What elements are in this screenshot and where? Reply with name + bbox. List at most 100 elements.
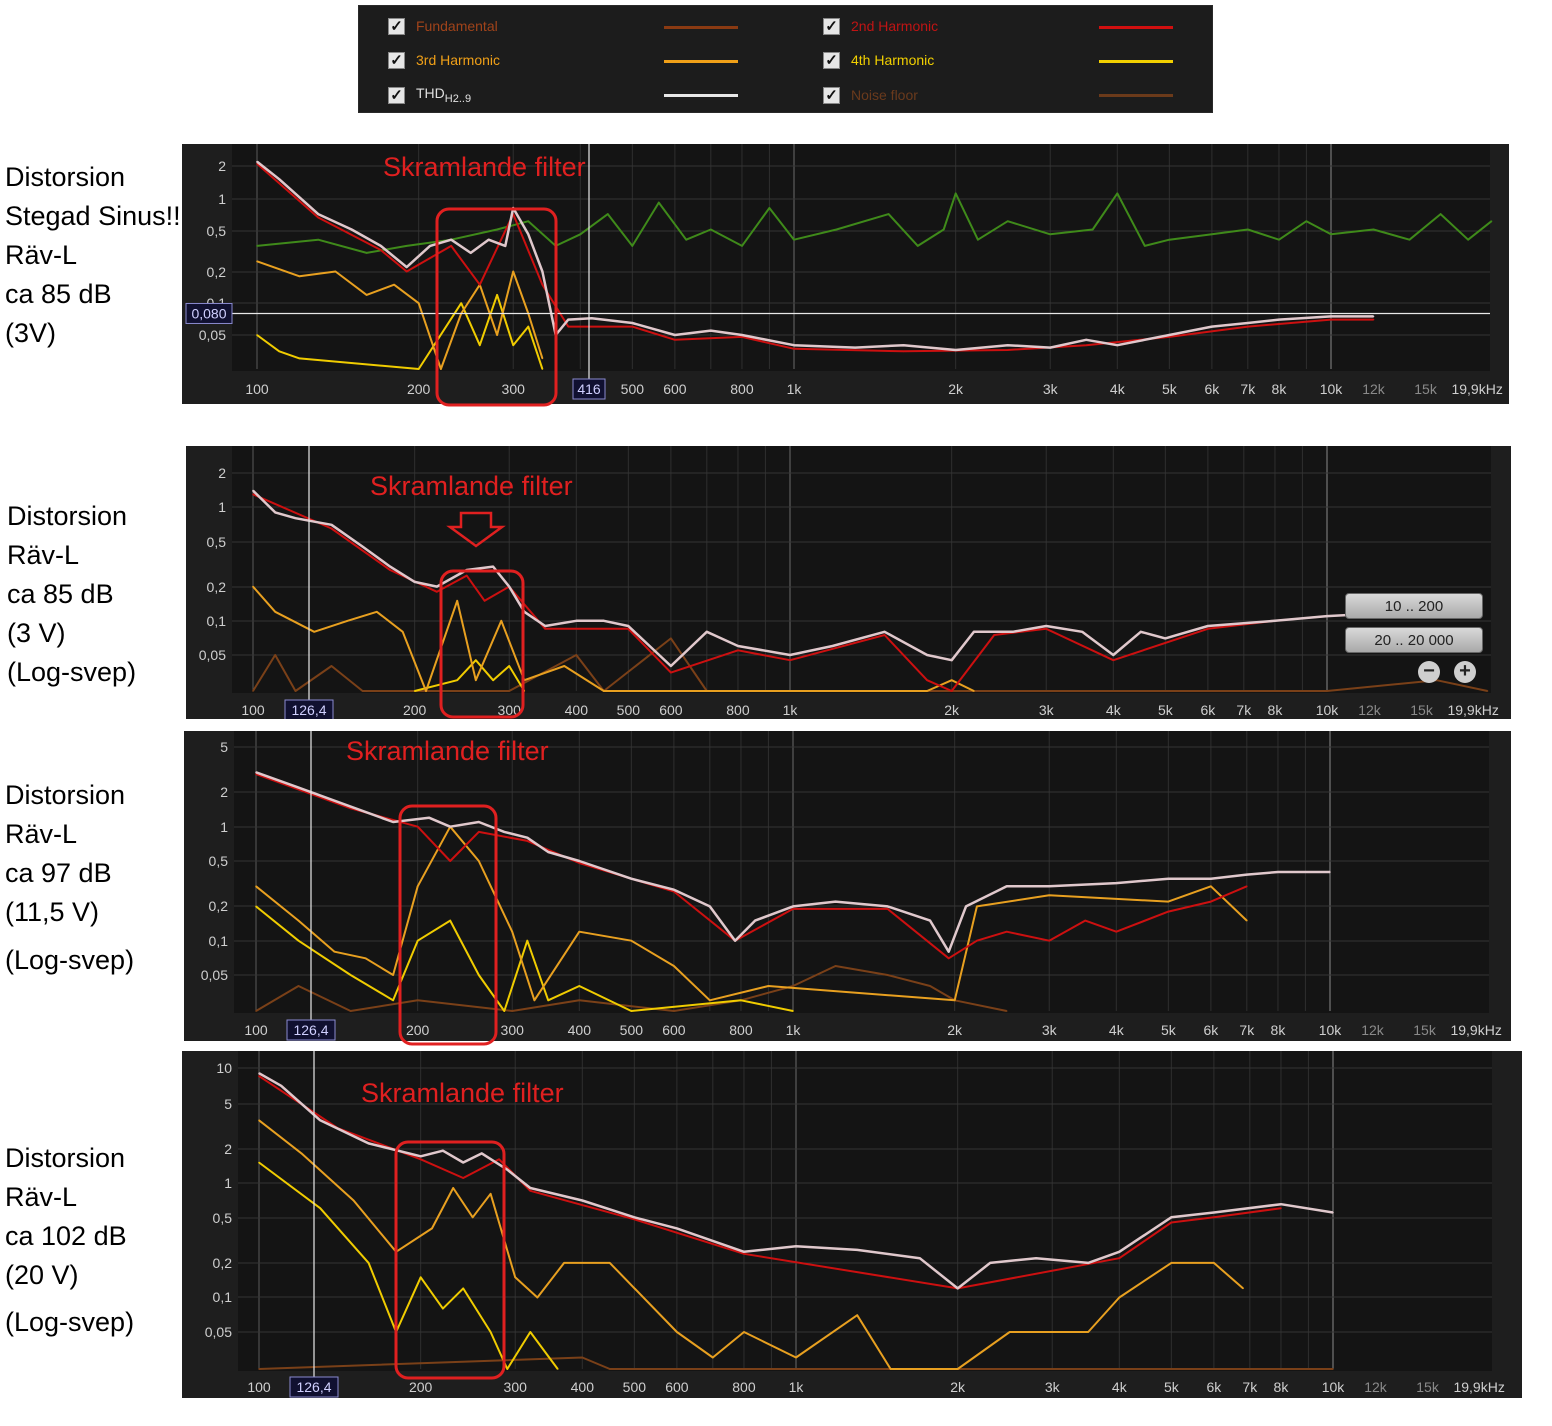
data-point xyxy=(792,985,794,987)
data-point xyxy=(413,690,416,692)
data-point xyxy=(1246,885,1248,888)
data-point xyxy=(278,178,281,180)
y-tick-label: 1 xyxy=(220,819,228,835)
y-tick-label: 0,05 xyxy=(201,967,228,983)
legend-item-fundamental[interactable]: ✓ Fundamental xyxy=(388,13,498,39)
data-point xyxy=(1439,213,1442,215)
data-point xyxy=(361,690,364,692)
data-point xyxy=(449,919,452,922)
checkbox-icon[interactable]: ✓ xyxy=(823,51,840,69)
x-tick-label: 2k xyxy=(950,1379,966,1395)
data-point xyxy=(710,228,712,231)
y-tick-label: 0,2 xyxy=(213,1255,233,1271)
x-tick-label: 400 xyxy=(565,702,589,718)
zoom-in-icon[interactable]: + xyxy=(1454,661,1476,683)
data-point xyxy=(258,1161,260,1164)
data-point xyxy=(475,659,477,661)
data-point xyxy=(563,665,566,667)
data-point xyxy=(544,625,546,627)
data-point xyxy=(478,821,480,823)
data-point xyxy=(367,1262,370,1264)
data-point xyxy=(333,950,336,953)
data-point xyxy=(926,654,928,656)
data-point xyxy=(462,1287,464,1290)
data-point xyxy=(1118,1296,1121,1299)
data-point xyxy=(350,228,353,231)
x-tick-label: 100 xyxy=(244,1022,268,1038)
x-tick-label: 19,9kHz xyxy=(1447,702,1498,718)
data-point xyxy=(541,368,544,370)
data-point xyxy=(489,1193,492,1195)
data-point xyxy=(256,245,258,247)
legend-item-2nd-harmonic[interactable]: ✓ 2nd Harmonic xyxy=(823,13,938,39)
data-point xyxy=(436,591,438,593)
data-point xyxy=(317,238,319,241)
data-point xyxy=(575,620,578,622)
legend-item-3rd-harmonic[interactable]: ✓ 3rd Harmonic xyxy=(388,47,500,73)
data-point xyxy=(389,565,391,568)
data-point xyxy=(953,999,956,1002)
cursor-x-label: 126,4 xyxy=(296,1379,331,1395)
x-tick-label: 800 xyxy=(732,1379,756,1395)
data-point xyxy=(361,545,364,548)
x-tick-label: 200 xyxy=(406,1022,430,1038)
data-point xyxy=(581,1356,584,1359)
x-tick-label: 12k xyxy=(1361,1022,1385,1038)
legend-item-noise-floor[interactable]: ✓ Noise floor xyxy=(823,82,918,108)
data-point xyxy=(670,665,672,667)
series-thd xyxy=(255,771,1330,953)
zoom-out-icon[interactable]: − xyxy=(1418,661,1440,683)
checkbox-icon[interactable]: ✓ xyxy=(388,51,405,69)
legend-item-thd[interactable]: ✓ THDH2..9 xyxy=(388,82,471,108)
checkbox-icon[interactable]: ✓ xyxy=(388,86,405,104)
range-20-20000-button[interactable]: 20 .. 20 000 xyxy=(1345,627,1483,653)
data-point xyxy=(449,825,452,828)
distortion-chart-3: 5 2 1 0,5 0,2 0,1 0,05 100 200 300 400 500 600 800 1k 2… xyxy=(184,731,1511,1041)
range-10-200-button[interactable]: 10 .. 200 xyxy=(1345,593,1483,619)
data-point xyxy=(950,659,953,661)
y-tick-label: 0,05 xyxy=(205,1324,232,1340)
legend-swatch xyxy=(664,60,738,63)
data-point xyxy=(1115,930,1118,933)
data-point xyxy=(489,1331,492,1333)
legend-item-4th-harmonic[interactable]: ✓ 4th Harmonic xyxy=(823,47,934,73)
series-h4 xyxy=(256,293,544,370)
data-point xyxy=(365,252,368,254)
data-point xyxy=(1280,1207,1282,1209)
data-point xyxy=(456,679,458,682)
data-point xyxy=(741,334,743,336)
legend-swatch xyxy=(1099,94,1173,97)
data-point xyxy=(676,1227,678,1230)
data-point xyxy=(578,999,581,1002)
x-tick-label: 19,9kHz xyxy=(1451,381,1502,397)
checkbox-icon[interactable]: ✓ xyxy=(823,17,840,35)
checkbox-icon[interactable]: ✓ xyxy=(388,17,405,35)
x-tick-label: 10k xyxy=(1320,381,1344,397)
data-point xyxy=(460,302,462,305)
checkbox-icon[interactable]: ✓ xyxy=(823,86,840,104)
data-point xyxy=(280,1084,283,1087)
x-tick-label: 300 xyxy=(501,1022,525,1038)
data-point xyxy=(496,228,498,231)
data-point xyxy=(1167,900,1170,903)
data-point xyxy=(1211,233,1213,236)
data-point xyxy=(737,645,739,647)
x-tick-label: 500 xyxy=(621,381,645,397)
data-point xyxy=(631,245,634,247)
data-point xyxy=(317,213,319,215)
data-point xyxy=(496,334,498,336)
data-point xyxy=(1329,871,1331,873)
data-point xyxy=(300,1152,303,1155)
series-h3 xyxy=(252,585,975,692)
data-point xyxy=(1247,228,1249,231)
data-point xyxy=(676,1331,678,1333)
data-point xyxy=(1274,620,1276,622)
data-point xyxy=(416,939,419,942)
cursor-x-box xyxy=(284,699,334,719)
legend-swatch xyxy=(1099,26,1173,29)
data-point xyxy=(789,659,791,661)
y-tick-label: 5 xyxy=(224,1096,232,1112)
data-point xyxy=(889,1368,892,1370)
data-point xyxy=(405,270,408,273)
data-point xyxy=(929,985,931,987)
